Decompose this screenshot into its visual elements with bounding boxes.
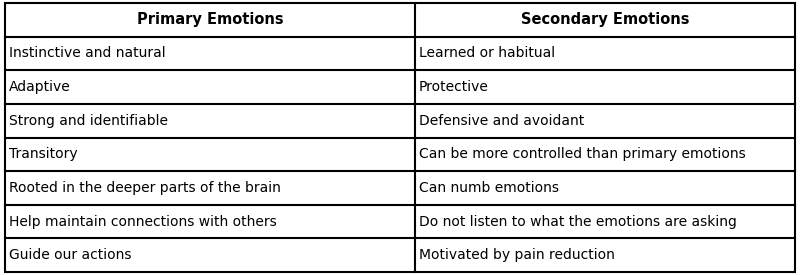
- Text: Secondary Emotions: Secondary Emotions: [521, 12, 690, 27]
- Text: Strong and identifiable: Strong and identifiable: [9, 114, 168, 128]
- Text: Learned or habitual: Learned or habitual: [419, 46, 555, 60]
- Text: Rooted in the deeper parts of the brain: Rooted in the deeper parts of the brain: [9, 181, 281, 195]
- Text: Do not listen to what the emotions are asking: Do not listen to what the emotions are a…: [419, 214, 737, 229]
- Text: Protective: Protective: [419, 80, 489, 94]
- Text: Primary Emotions: Primary Emotions: [137, 12, 283, 27]
- Text: Motivated by pain reduction: Motivated by pain reduction: [419, 248, 615, 262]
- Text: Can numb emotions: Can numb emotions: [419, 181, 559, 195]
- Text: Can be more controlled than primary emotions: Can be more controlled than primary emot…: [419, 147, 746, 161]
- Text: Adaptive: Adaptive: [9, 80, 70, 94]
- Text: Defensive and avoidant: Defensive and avoidant: [419, 114, 584, 128]
- Text: Transitory: Transitory: [9, 147, 78, 161]
- Text: Guide our actions: Guide our actions: [9, 248, 131, 262]
- Text: Help maintain connections with others: Help maintain connections with others: [9, 214, 277, 229]
- Text: Instinctive and natural: Instinctive and natural: [9, 46, 166, 60]
